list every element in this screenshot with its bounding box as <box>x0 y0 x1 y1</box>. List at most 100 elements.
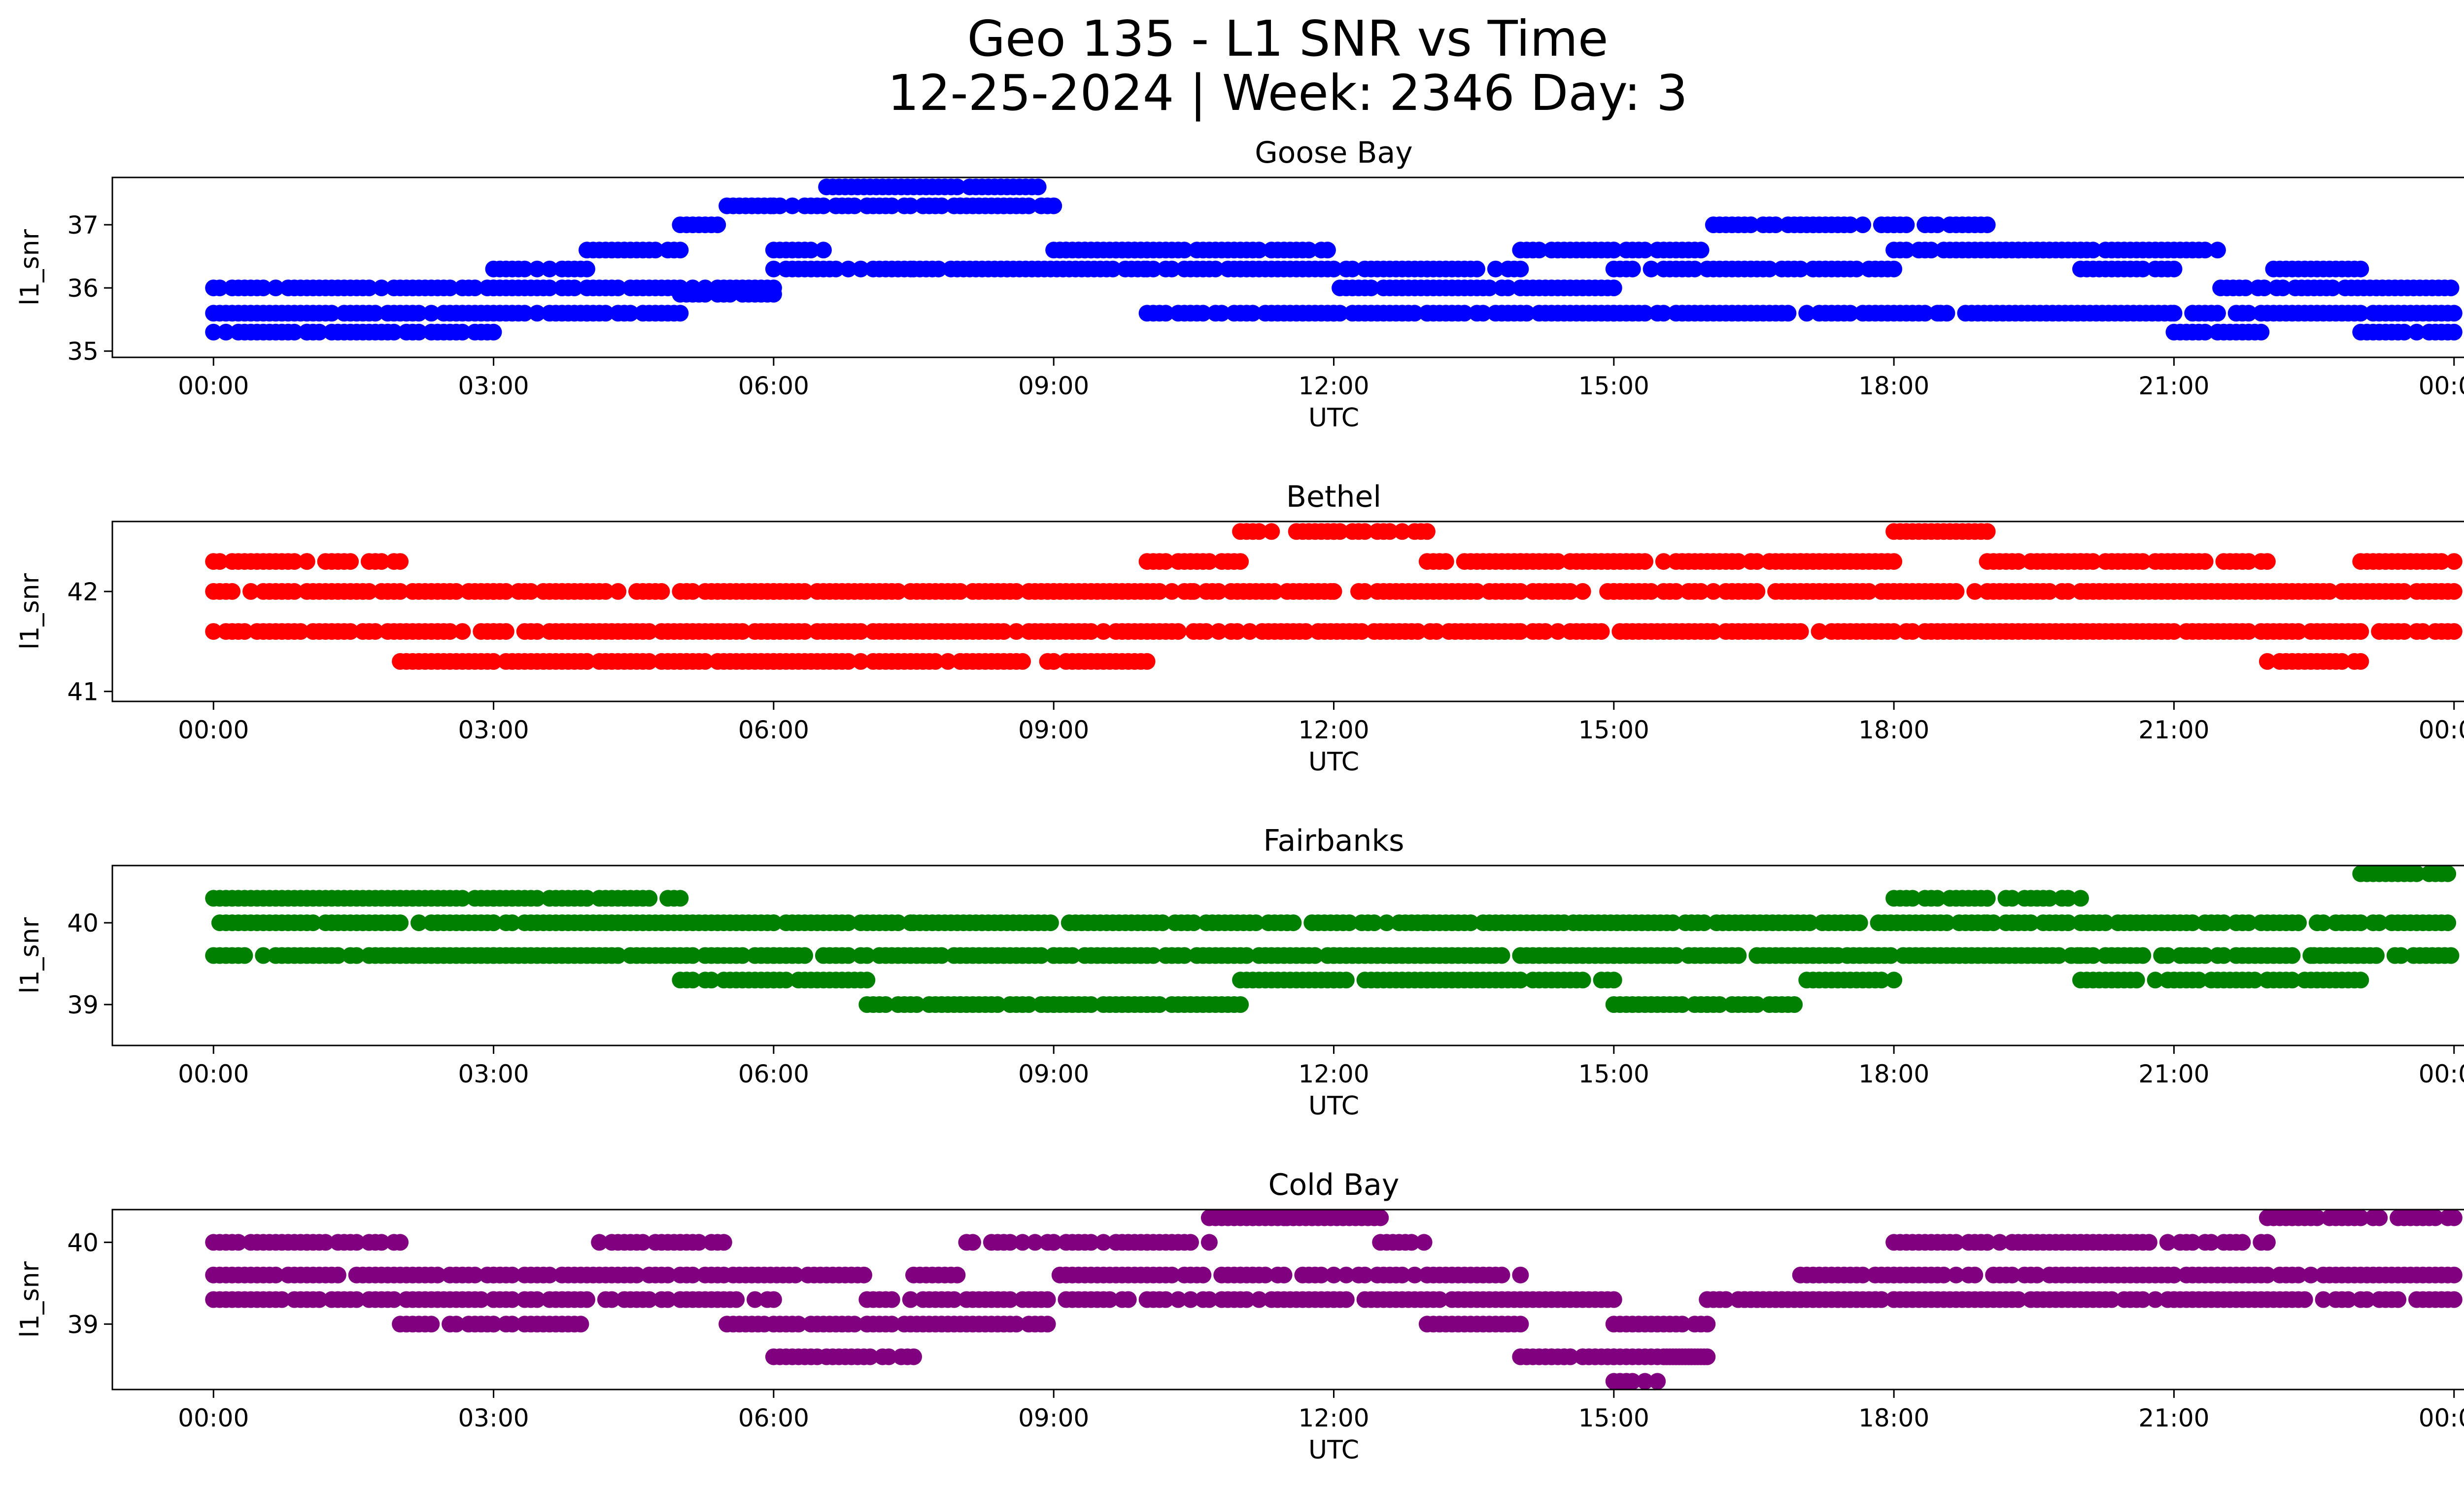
data-point <box>367 623 384 640</box>
data-point <box>1356 583 1373 600</box>
data-point <box>342 553 359 570</box>
data-point <box>949 178 966 196</box>
data-point <box>329 947 346 964</box>
data-point <box>348 1291 365 1308</box>
data-point <box>603 1291 620 1308</box>
data-point <box>1169 623 1187 640</box>
data-point <box>2190 972 2207 989</box>
data-point <box>1637 1373 1653 1390</box>
data-point <box>1692 583 1710 600</box>
data-point <box>348 947 365 964</box>
data-point <box>796 623 813 640</box>
x-tick-label: 12:00 <box>1298 716 1369 744</box>
data-point <box>622 305 639 322</box>
data-point <box>2302 1266 2320 1284</box>
data-point <box>840 947 857 964</box>
x-tick-label: 06:00 <box>738 372 809 400</box>
data-point <box>2237 279 2254 297</box>
data-point <box>473 1291 490 1308</box>
data-point <box>1948 1266 1965 1284</box>
data-point <box>2240 305 2257 322</box>
data-point <box>485 653 502 670</box>
data-point <box>1637 553 1653 570</box>
x-tick-label: 06:00 <box>738 716 809 744</box>
x-tick-label: 00:00 <box>2419 1060 2464 1088</box>
data-point <box>1238 1291 1255 1308</box>
series-1 <box>205 583 2463 600</box>
data-point <box>1313 1266 1330 1284</box>
data-point <box>641 1291 658 1308</box>
data-point <box>267 1266 284 1284</box>
data-point <box>1668 947 1685 964</box>
y-tick-label: 35 <box>67 337 99 366</box>
data-point <box>1039 1316 1056 1333</box>
data-point <box>1695 1348 1712 1365</box>
data-point <box>1182 1291 1199 1308</box>
data-point <box>815 242 832 259</box>
data-point <box>392 583 409 600</box>
data-point <box>1008 623 1025 640</box>
data-point <box>2196 323 2214 341</box>
data-point <box>852 260 869 278</box>
data-point <box>908 996 925 1013</box>
data-point <box>1250 1291 1267 1308</box>
data-point <box>765 260 782 278</box>
data-point <box>2165 623 2183 640</box>
data-point <box>2408 323 2425 341</box>
data-point <box>1643 583 1660 600</box>
data-point <box>305 914 322 932</box>
data-point <box>1643 260 1660 278</box>
data-point <box>1151 583 1168 600</box>
data-point <box>1605 1291 1622 1308</box>
axes-frame <box>111 521 2464 702</box>
data-point <box>2010 1291 2027 1308</box>
data-point <box>597 305 614 322</box>
y-tick-label: 39 <box>67 1310 99 1339</box>
data-point <box>2439 914 2457 932</box>
data-point <box>641 623 658 640</box>
data-point <box>1064 947 1081 964</box>
data-point <box>485 1316 502 1333</box>
data-point <box>2352 1209 2369 1226</box>
data-point <box>2445 1291 2463 1308</box>
data-point <box>411 323 427 341</box>
data-point <box>1885 553 1903 570</box>
data-point <box>1394 523 1411 540</box>
x-tick-label: 09:00 <box>1018 716 1089 744</box>
data-point <box>2445 553 2463 570</box>
data-point <box>684 279 701 297</box>
data-point <box>1543 1348 1560 1365</box>
data-point <box>1462 914 1479 932</box>
data-point <box>1730 553 1747 570</box>
data-point <box>684 947 701 964</box>
x-tick-label: 00:00 <box>178 1404 249 1432</box>
data-point <box>1356 523 1373 540</box>
data-point <box>385 1291 403 1308</box>
data-point <box>1655 305 1672 322</box>
y-axis-label: l1_snr <box>15 229 45 306</box>
data-point <box>1363 279 1380 297</box>
data-point <box>504 1266 521 1284</box>
data-point <box>1185 583 1202 600</box>
data-point <box>2134 553 2152 570</box>
data-point <box>2256 279 2273 297</box>
data-point <box>1210 623 1227 640</box>
data-point <box>1095 242 1112 259</box>
data-point <box>1029 178 1047 196</box>
data-point <box>1300 242 1317 259</box>
data-point <box>2290 1266 2307 1284</box>
data-point <box>840 653 857 670</box>
data-point <box>2442 279 2460 297</box>
x-axis-label: UTC <box>1308 403 1359 433</box>
data-point <box>1574 972 1591 989</box>
data-point <box>1083 1234 1099 1251</box>
data-point <box>1104 260 1122 278</box>
data-point <box>2147 1291 2164 1308</box>
data-point <box>1210 583 1227 600</box>
data-point <box>2352 653 2369 670</box>
subplot-title: Goose Bay <box>1255 136 1413 170</box>
x-tick-label: 21:00 <box>2138 716 2209 744</box>
data-point <box>1649 1373 1666 1390</box>
data-point <box>2296 1291 2313 1308</box>
data-point <box>1605 972 1622 989</box>
